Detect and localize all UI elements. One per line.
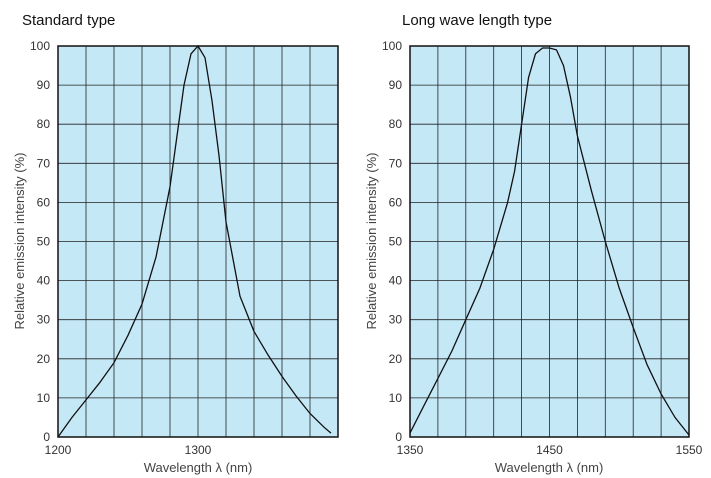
plot-frame [409,45,690,438]
x-tick-label: 1550 [676,443,703,457]
y-tick-label: 10 [389,391,403,405]
x-tick-label: 1350 [397,443,424,457]
y-tick-label: 60 [389,195,403,209]
y-tick-label: 0 [395,430,402,444]
y-tick-label: 80 [389,117,403,131]
y-tick-label: 30 [37,313,51,327]
chart-long-wave-length-type: Long wave length type 0 10 20 30 40 50 60 70 80 9… [364,12,703,475]
y-axis-label: Relative emission intensity (%) [12,152,27,329]
x-tick-label: 1300 [185,443,212,457]
y-tick-label: 90 [389,78,403,92]
y-tick-label: 10 [37,391,51,405]
y-tick-label: 100 [382,39,402,53]
chart-standard-type: Standard type 0 10 20 30 40 50 60 70 80 90 100 120… [12,12,339,475]
y-tick-label: 0 [43,430,50,444]
x-tick-label: 1450 [536,443,563,457]
y-tick-label: 50 [389,235,403,249]
y-tick-label: 30 [389,313,403,327]
x-tick-label: 1200 [45,443,72,457]
y-tick-labels: 0 10 20 30 40 50 60 70 80 90 100 [30,39,50,444]
chart-title: Standard type [22,12,115,29]
emission-curve [57,44,332,438]
emission-curve [409,47,690,436]
y-tick-label: 50 [37,235,51,249]
x-axis-label: Wavelength λ (nm) [495,460,604,475]
x-tick-labels: 1200 1300 [45,443,212,457]
y-tick-label: 40 [389,274,403,288]
y-tick-label: 70 [389,156,403,170]
y-tick-label: 70 [37,156,51,170]
grid [58,46,338,437]
y-tick-labels: 0 10 20 30 40 50 60 70 80 90 100 [382,39,402,444]
y-axis-label: Relative emission intensity (%) [364,152,379,329]
y-tick-label: 20 [37,352,51,366]
y-tick-label: 100 [30,39,50,53]
y-tick-label: 80 [37,117,51,131]
grid [410,46,689,437]
x-tick-labels: 1350 1450 1550 [397,443,703,457]
y-tick-label: 90 [37,78,51,92]
chart-title: Long wave length type [402,12,552,29]
y-tick-label: 20 [389,352,403,366]
y-tick-label: 40 [37,274,51,288]
y-tick-label: 60 [37,195,51,209]
x-axis-label: Wavelength λ (nm) [144,460,253,475]
